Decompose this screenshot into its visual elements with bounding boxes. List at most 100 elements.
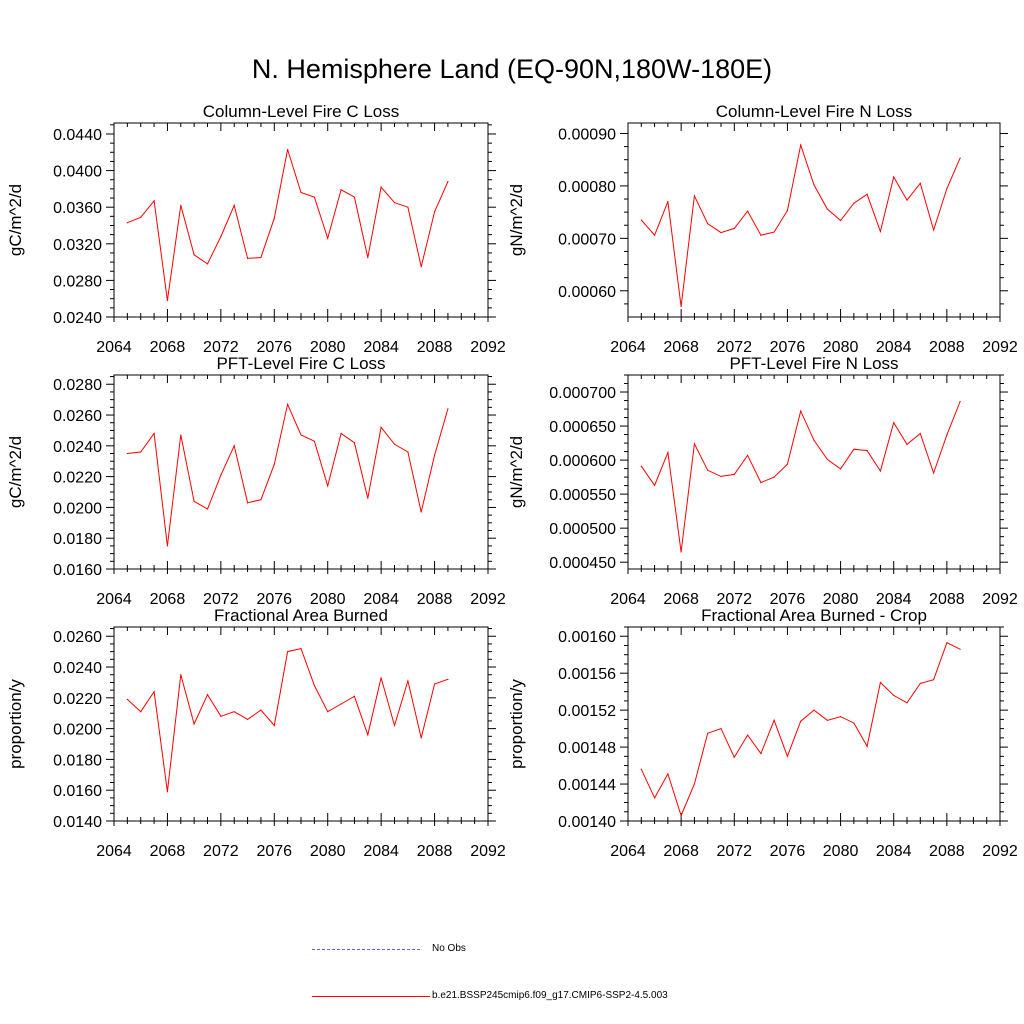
y-tick-label: 0.0320 (53, 237, 102, 254)
x-tick-label: 2076 (770, 591, 806, 608)
data-point (653, 797, 656, 799)
chart-panel-3: PFT-Level Fire C Loss gC/m^2/d 2064 2068 207… (6, 354, 506, 608)
data-point (327, 711, 329, 713)
data-point (946, 434, 948, 436)
y-tick-label: 0.0160 (53, 562, 102, 579)
data-point (166, 299, 169, 302)
y-axis-label: gC/m^2/d (6, 184, 25, 256)
x-tick-label: 2080 (310, 591, 346, 608)
y-tick-label: 0.0260 (53, 408, 102, 425)
series-line (640, 401, 961, 553)
data-point (839, 468, 842, 470)
data-point (760, 481, 762, 484)
data-point (813, 709, 815, 711)
y-tick-label: 0.00152 (558, 703, 616, 720)
x-tick-label: 2088 (929, 339, 965, 356)
chart-panel-5: Fractional Area Burned proportion/y 2064 20… (6, 606, 506, 860)
x-tick-label: 2068 (150, 591, 186, 608)
y-tick-label: 0.00156 (558, 666, 616, 683)
data-point (193, 254, 195, 256)
plot-frame (627, 374, 1001, 570)
data-point (313, 440, 315, 442)
data-point (420, 511, 422, 513)
data-point (273, 724, 275, 727)
data-point (447, 408, 449, 410)
y-tick-label: 0.000550 (549, 487, 616, 504)
data-point (380, 426, 382, 428)
data-point (300, 647, 302, 650)
data-point (180, 204, 182, 206)
series-line (127, 149, 449, 301)
x-tick-label: 2072 (203, 843, 239, 860)
data-point (327, 485, 329, 487)
y-tick-label: 0.000650 (549, 419, 616, 436)
data-point (760, 234, 762, 236)
x-tick-label: 2084 (363, 339, 399, 356)
data-point (853, 722, 855, 724)
data-point (733, 756, 735, 758)
data-point (853, 448, 855, 450)
x-tick-label: 2068 (150, 843, 186, 860)
data-point (300, 434, 302, 436)
y-tick-label: 0.0240 (53, 660, 102, 677)
data-point (879, 470, 882, 472)
data-point (653, 484, 656, 486)
data-point (746, 454, 749, 456)
data-point (879, 230, 882, 233)
y-tick-label: 0.0220 (53, 470, 102, 487)
y-axis-label: gN/m^2/d (507, 184, 526, 256)
data-point (733, 473, 735, 475)
data-point (866, 193, 868, 195)
y-axis-label: gN/m^2/d (507, 436, 526, 508)
data-point (720, 728, 722, 730)
data-point (313, 196, 315, 198)
data-point (667, 452, 669, 454)
y-tick-label: 0.00070 (558, 231, 616, 248)
data-point (839, 716, 842, 718)
data-point (640, 768, 642, 770)
data-point (906, 443, 908, 446)
x-tick-label: 2076 (770, 843, 806, 860)
data-point (246, 502, 249, 504)
y-tick-label: 0.0160 (53, 783, 102, 800)
panel-title: Fractional Area Burned (214, 606, 388, 625)
x-tick-label: 2076 (256, 591, 292, 608)
data-point (367, 497, 369, 499)
data-point (193, 500, 195, 502)
data-point (140, 451, 142, 453)
data-point (906, 199, 908, 201)
data-point (786, 209, 789, 212)
data-point (932, 679, 935, 681)
x-tick-label: 2092 (470, 843, 506, 860)
data-point (340, 703, 342, 705)
x-tick-label: 2092 (982, 843, 1018, 860)
data-point (246, 718, 249, 720)
x-tick-label: 2084 (876, 339, 912, 356)
data-point (246, 257, 249, 260)
y-axis-label: proportion/y (507, 679, 526, 769)
data-point (180, 434, 182, 436)
x-tick-label: 2084 (363, 843, 399, 860)
data-point (220, 715, 222, 717)
x-tick-label: 2092 (470, 591, 506, 608)
data-point (959, 648, 961, 650)
data-point (126, 452, 128, 455)
x-tick-label: 2076 (256, 843, 292, 860)
data-point (839, 219, 842, 222)
y-tick-label: 0.0180 (53, 752, 102, 769)
data-point (640, 465, 642, 467)
x-tick-label: 2064 (96, 591, 132, 608)
data-point (166, 545, 169, 547)
data-point (233, 204, 235, 206)
y-tick-label: 0.0200 (53, 500, 102, 517)
x-tick-label: 2064 (610, 591, 646, 608)
data-point (420, 266, 422, 268)
y-tick-label: 0.0360 (53, 200, 102, 217)
data-point (720, 475, 722, 478)
data-point (893, 694, 895, 696)
panel-title: Column-Level Fire N Loss (716, 102, 913, 121)
data-point (919, 182, 921, 184)
data-point (447, 678, 449, 680)
y-tick-label: 0.000700 (549, 385, 616, 402)
